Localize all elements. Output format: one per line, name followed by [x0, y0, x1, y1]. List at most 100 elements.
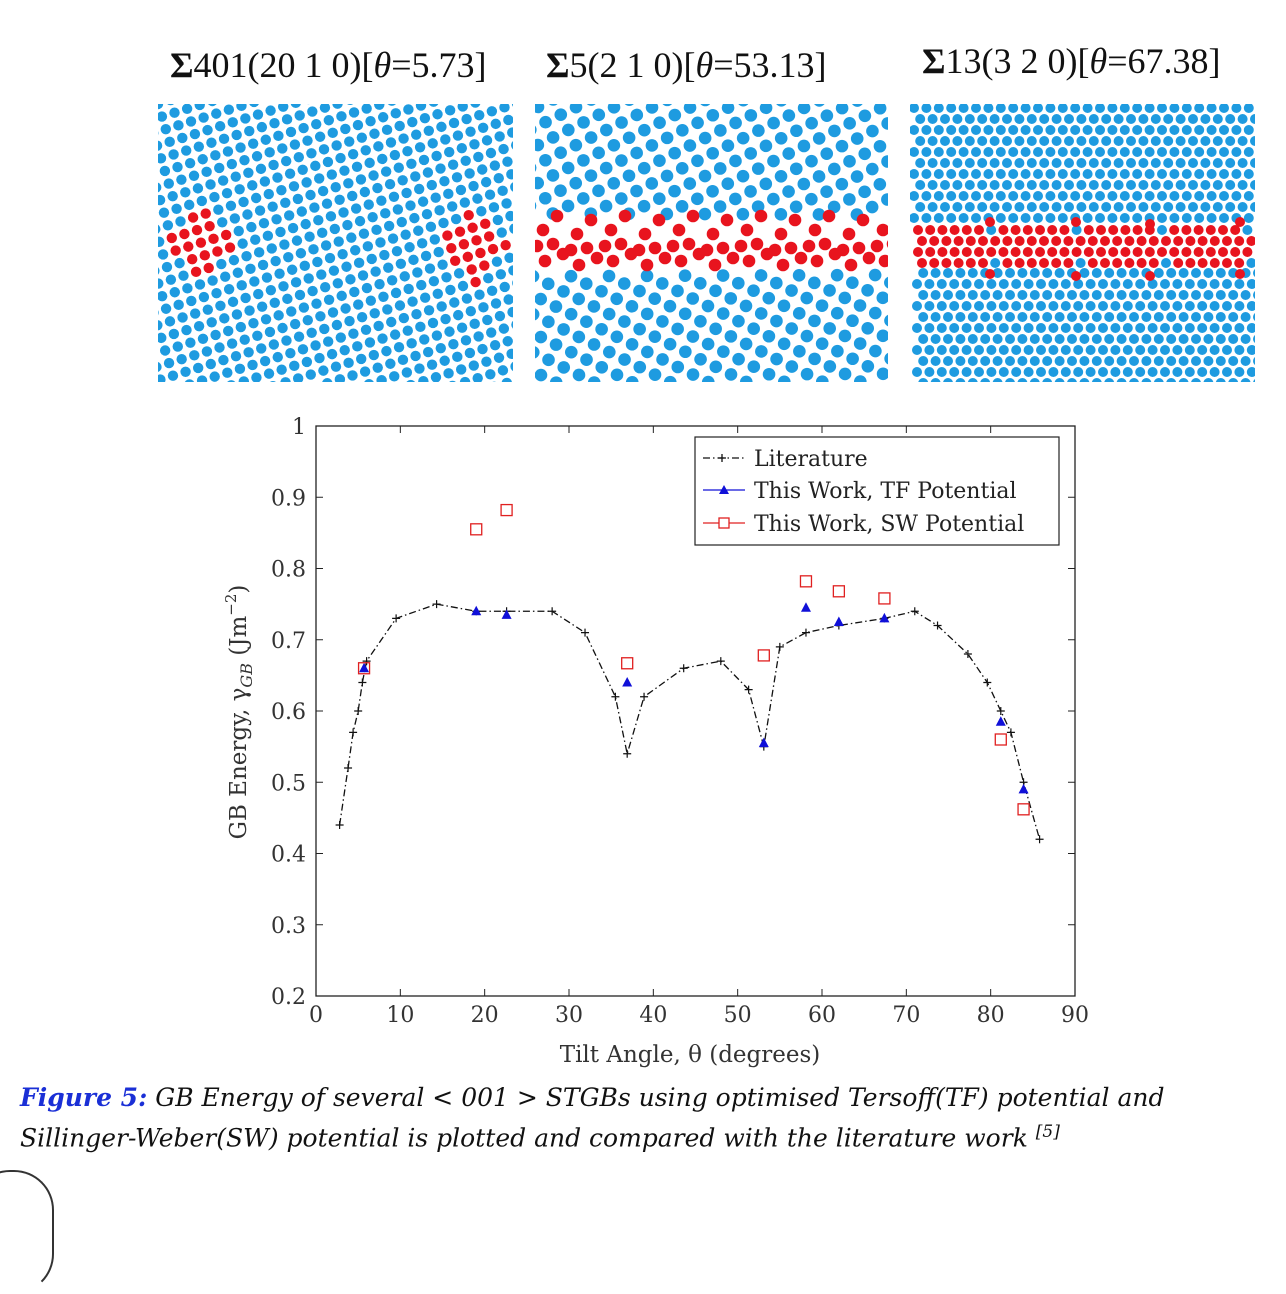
lattice-atom: [918, 334, 928, 344]
lattice-atom: [1055, 312, 1065, 322]
lattice-atom: [1070, 191, 1080, 201]
boundary-atom: [785, 242, 798, 255]
lattice-atom: [263, 231, 273, 241]
lattice-atom: [999, 323, 1009, 333]
lattice-atom: [664, 300, 677, 313]
lattice-atom: [952, 114, 962, 124]
lattice-atom: [577, 116, 590, 129]
lattice-atom: [656, 353, 669, 366]
lattice-atom: [1222, 279, 1232, 289]
lattice-atom: [974, 345, 984, 355]
lattice-atom: [492, 256, 502, 266]
lattice-atom: [485, 190, 495, 200]
boundary-atom: [929, 258, 939, 268]
lattice-atom: [334, 195, 344, 205]
lattice-atom: [1086, 323, 1096, 333]
lattice-atom: [762, 292, 775, 305]
lattice-atom: [722, 139, 735, 152]
lattice-atom: [937, 323, 947, 333]
boundary-atom: [1112, 236, 1122, 246]
boundary-atom: [1194, 247, 1204, 257]
lattice-atom: [1145, 104, 1155, 113]
lattice-atom: [483, 273, 493, 283]
lattice-atom: [280, 198, 290, 208]
lattice-atom: [184, 200, 194, 210]
y-tick-label: 0.4: [271, 843, 306, 868]
lattice-atom: [1123, 279, 1133, 289]
lattice-atom: [1030, 268, 1040, 278]
lattice-atom: [336, 111, 346, 121]
lattice-atom: [381, 166, 391, 176]
lattice-atom: [968, 268, 978, 278]
lattice-atom: [980, 334, 990, 344]
lattice-atom: [1166, 290, 1176, 300]
lattice-atom: [499, 323, 509, 333]
lattice-atom: [937, 301, 947, 311]
lattice-atom: [207, 275, 217, 285]
lattice-atom: [1231, 104, 1241, 113]
lattice-atom: [332, 320, 342, 330]
lattice-atom: [990, 202, 1000, 212]
x-tick-label: 0: [309, 1003, 323, 1028]
lattice-atom: [971, 169, 981, 179]
lattice-atom: [1039, 136, 1049, 146]
lattice-atom: [1036, 301, 1046, 311]
lattice-atom: [1253, 334, 1255, 344]
lattice-atom: [1011, 279, 1021, 289]
lattice-atom: [264, 189, 274, 199]
lattice-atom: [476, 206, 486, 216]
lattice-atom: [1005, 334, 1015, 344]
lattice-atom: [986, 323, 996, 333]
lattice-atom: [676, 200, 689, 213]
lattice-atom: [877, 292, 888, 305]
lattice-atom: [965, 158, 975, 168]
lattice-atom: [816, 337, 829, 350]
lattice-atom: [610, 292, 623, 305]
lattice-atom: [434, 205, 444, 215]
lattice-atom: [500, 282, 510, 292]
lattice-atom: [801, 330, 814, 343]
lattice-atom: [306, 328, 316, 338]
lattice-atom: [502, 157, 512, 167]
lattice-atom: [279, 239, 289, 249]
lattice-atom: [931, 334, 941, 344]
lattice-atom: [949, 279, 959, 289]
boundary-atom: [1023, 247, 1033, 257]
boundary-atom: [488, 244, 498, 254]
lattice-atom: [687, 330, 700, 343]
lattice-atom: [367, 212, 377, 222]
lattice-atom: [1157, 147, 1167, 157]
boundary-atom: [929, 236, 939, 246]
lattice-atom: [580, 315, 593, 328]
x-tick-label: 80: [977, 1003, 1005, 1028]
lattice-atom: [824, 360, 837, 373]
boundary-atom: [1120, 225, 1130, 235]
lattice-atom: [912, 279, 922, 289]
lattice-atom: [181, 145, 191, 155]
lattice-atom: [1017, 290, 1027, 300]
lattice-atom: [722, 104, 735, 114]
lattice-atom: [229, 255, 239, 265]
lattice-atom: [1104, 312, 1114, 322]
lattice-atom: [1129, 312, 1139, 322]
lattice-atom: [190, 129, 200, 139]
lattice-atom: [1120, 191, 1130, 201]
lattice-atom: [1194, 213, 1204, 223]
lattice-atom: [1203, 378, 1213, 382]
lattice-atom: [1191, 356, 1201, 366]
lattice-atom: [1014, 202, 1024, 212]
lattice-atom: [626, 376, 639, 382]
boundary-atom: [1173, 258, 1183, 268]
lattice-atom: [554, 108, 567, 121]
lattice-atom: [661, 170, 674, 183]
lattice-atom: [398, 133, 408, 143]
lattice-atom: [353, 120, 363, 130]
boundary-atom: [962, 247, 972, 257]
lattice-atom: [740, 338, 753, 351]
lattice-atom: [928, 114, 938, 124]
lattice-atom: [495, 311, 505, 321]
lattice-atom: [1076, 158, 1086, 168]
lattice-atom: [169, 329, 179, 339]
lattice-atom: [477, 164, 487, 174]
lattice-atom: [227, 159, 237, 169]
